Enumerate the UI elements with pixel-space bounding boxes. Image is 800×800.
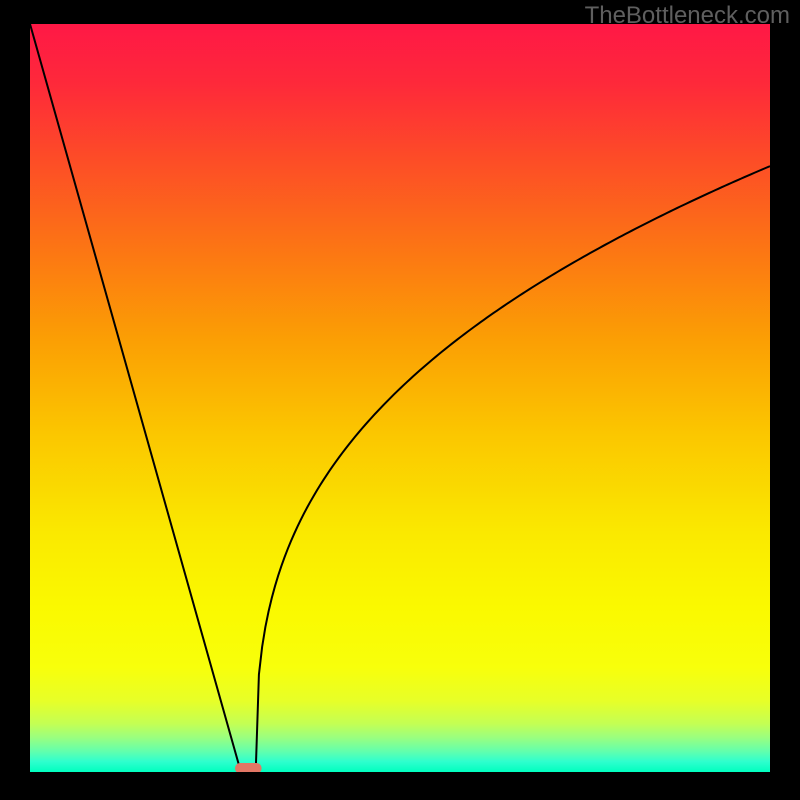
chart-frame: TheBottleneck.com: [0, 0, 800, 800]
bottleneck-chart: [30, 24, 770, 772]
watermark-text: TheBottleneck.com: [585, 2, 790, 30]
optimal-point-marker: [235, 763, 262, 772]
chart-background: [30, 24, 770, 772]
